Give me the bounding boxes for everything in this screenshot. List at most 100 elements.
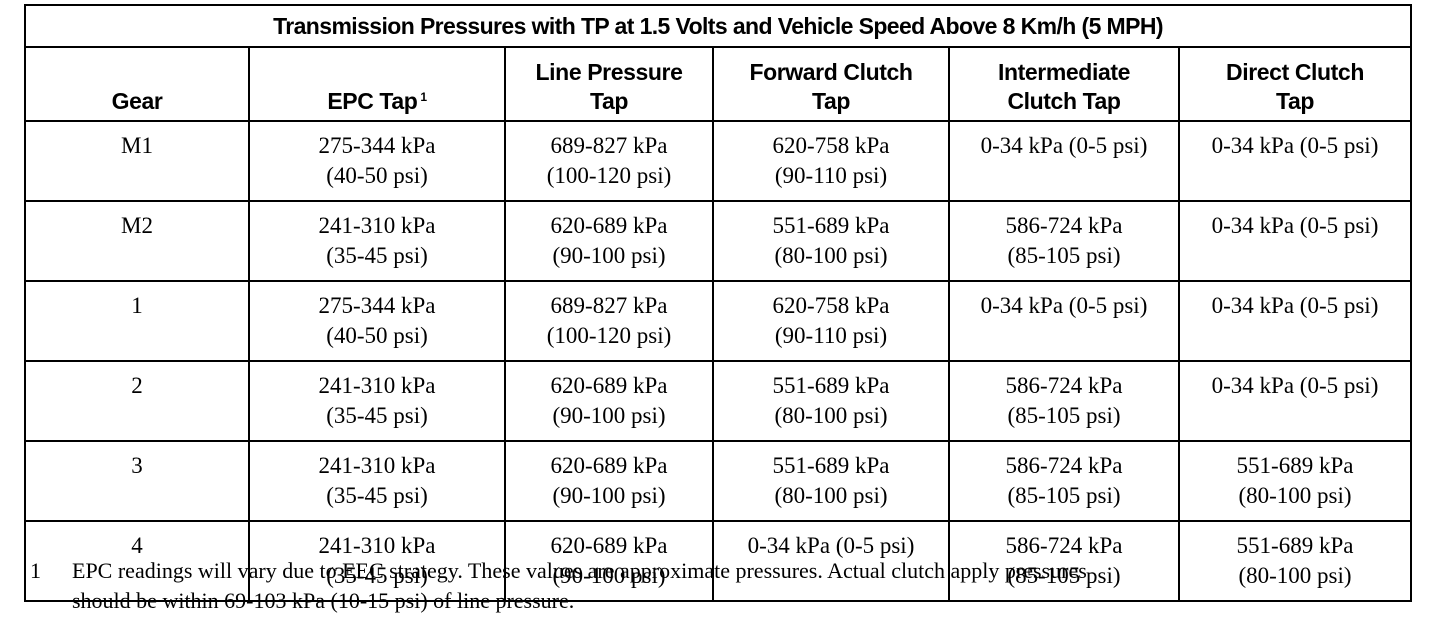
pressure-cell-forward-clutch-tap: 551-689 kPa (80-100 psi) [712, 360, 950, 442]
pressure-cell-direct-clutch-tap: 0-34 kPa (0-5 psi) [1178, 120, 1412, 202]
header-label: Intermediate [998, 59, 1130, 85]
gear-cell: M1 [24, 120, 250, 202]
cell-value: 551-689 kPa [772, 373, 890, 398]
table-row: M2 241-310 kPa (35-45 psi) 620-689 kPa (90-1… [24, 200, 1412, 282]
cell-value: 0-34 kPa (0-5 psi) [980, 293, 1148, 318]
pressure-cell-intermediate-clutch-tap: 0-34 kPa (0-5 psi) [948, 280, 1180, 362]
header-label-text: EPC Tap [327, 88, 418, 114]
cell-value: (40-50 psi) [326, 163, 428, 188]
pressure-table-container: Transmission Pressures with TP at 1.5 Vo… [24, 4, 1412, 602]
cell-value: 0-34 kPa (0-5 psi) [1211, 373, 1379, 398]
pressure-cell-intermediate-clutch-tap: 586-724 kPa (85-105 psi) [948, 200, 1180, 282]
column-header-line-pressure-tap: Line Pressure Tap [504, 46, 714, 122]
pressure-cell-forward-clutch-tap: 551-689 kPa (80-100 psi) [712, 200, 950, 282]
header-label: Tap [812, 88, 850, 114]
table-row: 1 275-344 kPa (40-50 psi) 689-827 kPa (100-1… [24, 280, 1412, 362]
cell-value: (90-110 psi) [774, 163, 888, 188]
cell-value: 275-344 kPa [318, 133, 436, 158]
header-label: EPC Tap 1 [250, 83, 504, 116]
cell-value: 3 [131, 453, 143, 478]
table-title: Transmission Pressures with TP at 1.5 Vo… [24, 4, 1412, 48]
cell-value: 1 [131, 293, 143, 318]
column-header-row: Gear EPC Tap 1 Line Pressure Tap Forward Clut… [24, 46, 1412, 122]
cell-value: (85-105 psi) [1007, 403, 1121, 428]
cell-value: 241-310 kPa [318, 373, 436, 398]
cell-value: (85-105 psi) [1007, 563, 1121, 588]
column-header-gear: Gear [24, 46, 250, 122]
cell-value: 0-34 kPa (0-5 psi) [1211, 133, 1379, 158]
header-label: Line Pressure [535, 59, 683, 85]
footnote-number: 1 [30, 558, 41, 583]
pressure-cell-epc-tap: 275-344 kPa (40-50 psi) [248, 280, 506, 362]
cell-value: (80-100 psi) [1238, 483, 1352, 508]
pressure-cell-line-pressure-tap: 620-689 kPa (90-100 psi) [504, 440, 714, 522]
column-header-forward-clutch-tap: Forward Clutch Tap [712, 46, 950, 122]
cell-value: 620-689 kPa [550, 453, 668, 478]
table-body: M1 275-344 kPa (40-50 psi) 689-827 kPa (100-… [24, 120, 1412, 602]
cell-value: 551-689 kPa [1236, 453, 1354, 478]
cell-value: 620-689 kPa [550, 533, 668, 558]
cell-value: 586-724 kPa [1005, 453, 1123, 478]
pressure-cell-intermediate-clutch-tap: 586-724 kPa (85-105 psi) [948, 440, 1180, 522]
header-label: Tap [1276, 88, 1314, 114]
footnote-line: should be within 69-103 kPa (10-15 psi) … [72, 588, 575, 613]
pressure-cell-direct-clutch-tap: 0-34 kPa (0-5 psi) [1178, 200, 1412, 282]
cell-value: (35-45 psi) [326, 483, 428, 508]
cell-value: (85-105 psi) [1007, 243, 1121, 268]
pressure-cell-intermediate-clutch-tap: 586-724 kPa (85-105 psi) [948, 520, 1180, 602]
gear-cell: 3 [24, 440, 250, 522]
pressure-cell-line-pressure-tap: 620-689 kPa (90-100 psi) [504, 200, 714, 282]
pressure-cell-epc-tap: 275-344 kPa (40-50 psi) [248, 120, 506, 202]
pressure-cell-forward-clutch-tap: 620-758 kPa (90-110 psi) [712, 280, 950, 362]
header-label: Tap [590, 88, 628, 114]
header-label: Forward Clutch [749, 59, 913, 85]
table-row: 3 241-310 kPa (35-45 psi) 620-689 kPa (90-10… [24, 440, 1412, 522]
cell-value: 0-34 kPa (0-5 psi) [747, 533, 915, 558]
cell-value: (80-100 psi) [774, 403, 888, 428]
cell-value: 689-827 kPa [550, 293, 668, 318]
pressure-cell-line-pressure-tap: 689-827 kPa (100-120 psi) [504, 120, 714, 202]
cell-value: 4 [131, 533, 143, 558]
cell-value: (40-50 psi) [326, 323, 428, 348]
cell-value: 0-34 kPa (0-5 psi) [980, 133, 1148, 158]
cell-value: 275-344 kPa [318, 293, 436, 318]
pressure-cell-direct-clutch-tap: 551-689 kPa (80-100 psi) [1178, 440, 1412, 522]
cell-value: 620-689 kPa [550, 213, 668, 238]
pressure-cell-direct-clutch-tap: 0-34 kPa (0-5 psi) [1178, 280, 1412, 362]
header-label: Gear [111, 88, 163, 114]
table-row: 2 241-310 kPa (35-45 psi) 620-689 kPa (90-10… [24, 360, 1412, 442]
cell-value: (35-45 psi) [326, 243, 428, 268]
cell-value: (35-45 psi) [326, 403, 428, 428]
cell-value: 551-689 kPa [1236, 533, 1354, 558]
gear-cell: 4 [24, 520, 250, 602]
cell-value: 551-689 kPa [772, 213, 890, 238]
cell-value: 689-827 kPa [550, 133, 668, 158]
column-header-direct-clutch-tap: Direct Clutch Tap [1178, 46, 1412, 122]
cell-value: M2 [121, 213, 153, 238]
cell-value: (90-110 psi) [774, 323, 888, 348]
cell-value: (90-100 psi) [552, 403, 666, 428]
transmission-pressure-table: Transmission Pressures with TP at 1.5 Vo… [24, 4, 1412, 602]
cell-value: 241-310 kPa [318, 533, 436, 558]
pressure-cell-direct-clutch-tap: 551-689 kPa (80-100 psi) [1178, 520, 1412, 602]
column-header-intermediate-clutch-tap: Intermediate Clutch Tap [948, 46, 1180, 122]
cell-value: M1 [121, 133, 153, 158]
cell-value: (80-100 psi) [774, 243, 888, 268]
header-label: Direct Clutch [1226, 59, 1364, 85]
cell-value: 586-724 kPa [1005, 533, 1123, 558]
cell-value: (90-100 psi) [552, 243, 666, 268]
gear-cell: 2 [24, 360, 250, 442]
cell-value: 2 [131, 373, 143, 398]
pressure-cell-intermediate-clutch-tap: 586-724 kPa (85-105 psi) [948, 360, 1180, 442]
cell-value: (35-45 psi) [326, 563, 428, 588]
cell-value: 586-724 kPa [1005, 213, 1123, 238]
cell-value: (100-120 psi) [546, 323, 672, 348]
pressure-cell-direct-clutch-tap: 0-34 kPa (0-5 psi) [1178, 360, 1412, 442]
cell-value: 620-689 kPa [550, 373, 668, 398]
pressure-cell-intermediate-clutch-tap: 0-34 kPa (0-5 psi) [948, 120, 1180, 202]
pressure-cell-epc-tap: 241-310 kPa (35-45 psi) [248, 520, 506, 602]
pressure-cell-epc-tap: 241-310 kPa (35-45 psi) [248, 360, 506, 442]
cell-value: 620-758 kPa [772, 293, 890, 318]
footnote-line: EPC readings will vary due to EEC strate… [72, 558, 1087, 583]
cell-value: (100-120 psi) [546, 163, 672, 188]
